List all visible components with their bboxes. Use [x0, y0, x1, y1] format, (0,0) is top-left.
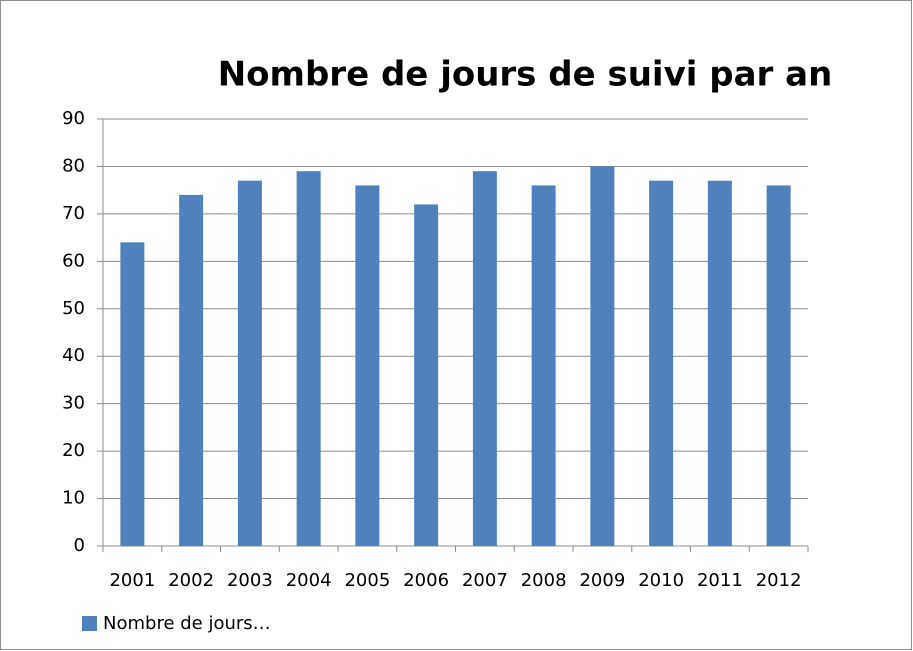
bar	[296, 171, 321, 546]
y-tick-label: 20	[62, 440, 85, 461]
bar	[649, 180, 674, 546]
legend-swatch	[82, 616, 97, 631]
x-tick-label: 2010	[638, 570, 684, 591]
y-tick-label: 10	[62, 488, 85, 509]
x-tick-label: 2006	[403, 570, 449, 591]
x-tick-label: 2007	[462, 570, 508, 591]
x-tick-label: 2005	[344, 570, 390, 591]
y-tick-label: 70	[62, 203, 85, 224]
y-tick-label: 40	[62, 345, 85, 366]
bar	[766, 185, 791, 546]
y-tick-label: 0	[74, 535, 85, 556]
bar	[237, 180, 262, 546]
bar	[707, 180, 732, 546]
x-tick-label: 2012	[756, 570, 802, 591]
x-tick-label: 2008	[521, 570, 567, 591]
bar	[472, 171, 497, 546]
bar	[179, 194, 204, 546]
legend-label: Nombre de jours…	[103, 613, 271, 634]
x-tick-label: 2009	[579, 570, 625, 591]
y-tick-label: 30	[62, 393, 85, 414]
x-tick-label: 2004	[286, 570, 332, 591]
x-tick-label: 2011	[697, 570, 743, 591]
bar	[120, 242, 145, 546]
x-tick-label: 2001	[109, 570, 155, 591]
y-tick-label: 60	[62, 250, 85, 271]
y-tick-label: 50	[62, 298, 85, 319]
bar	[355, 185, 380, 546]
bar	[531, 185, 556, 546]
bar	[414, 204, 439, 546]
x-tick-label: 2002	[168, 570, 214, 591]
bar	[590, 166, 615, 546]
y-tick-label: 90	[62, 108, 85, 129]
y-tick-label: 80	[62, 155, 85, 176]
chart-title: Nombre de jours de suivi par an	[218, 55, 833, 95]
x-tick-label: 2003	[227, 570, 273, 591]
